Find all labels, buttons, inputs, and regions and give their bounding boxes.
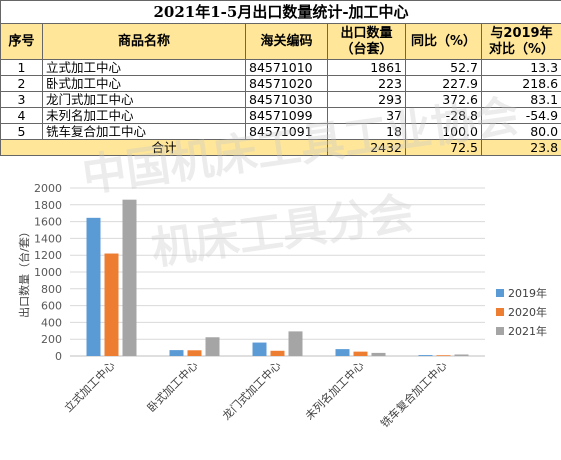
table-row: 2 卧式加工中心 84571020 223 227.9 218.6: [1, 76, 561, 92]
x-tick-label: 铣车复合加工中心: [377, 358, 449, 430]
row-yoy: 100.0: [406, 124, 482, 140]
legend-swatch: [496, 289, 504, 297]
row-code: 84571020: [246, 76, 328, 92]
legend-swatch: [496, 308, 504, 316]
row-code: 84571099: [246, 108, 328, 124]
row-code: 84571010: [246, 60, 328, 76]
total-yoy: 72.5: [406, 140, 482, 156]
row-yoy: -28.8: [406, 108, 482, 124]
row-yoy: 372.6: [406, 92, 482, 108]
legend-label: 2020年: [508, 305, 547, 319]
header-no: 序号: [1, 24, 43, 60]
y-axis-label: 出口数量（台/套）: [17, 226, 31, 318]
row-no: 1: [1, 60, 43, 76]
x-tick-label: 未列名加工中心: [302, 358, 366, 422]
x-tick-label: 立式加工中心: [61, 358, 118, 415]
row-name: 龙门式加工中心: [43, 92, 246, 108]
legend-label: 2019年: [508, 286, 547, 300]
y-tick-label: 800: [41, 283, 62, 296]
y-tick-label: 400: [41, 316, 62, 329]
row-code: 84571030: [246, 92, 328, 108]
row-qty: 1861: [328, 60, 406, 76]
bar: [354, 352, 368, 356]
bar: [253, 343, 267, 356]
bar: [206, 337, 220, 356]
bar: [336, 349, 350, 356]
y-tick-label: 0: [55, 350, 62, 363]
bar: [289, 331, 303, 356]
header-code: 海关编码: [246, 24, 328, 60]
total-vs2019: 23.8: [482, 140, 561, 156]
bar: [437, 355, 451, 356]
y-tick-label: 1400: [34, 232, 62, 245]
row-yoy: 52.7: [406, 60, 482, 76]
x-tick-label: 龙门式加工中心: [219, 358, 283, 422]
row-name: 立式加工中心: [43, 60, 246, 76]
table-row: 3 龙门式加工中心 84571030 293 372.6 83.1: [1, 92, 561, 108]
table-title: 2021年1-5月出口数量统计-加工中心: [1, 1, 561, 24]
bar: [419, 355, 433, 356]
row-name: 铣车复合加工中心: [43, 124, 246, 140]
total-row: 合计 2432 72.5 23.8: [1, 140, 561, 156]
row-no: 4: [1, 108, 43, 124]
chart-section: 0 200 400 600 800 1000 1200 1400 1600 1800 2000 出口数…: [0, 176, 561, 456]
header-qty: 出口数量（台套）: [328, 24, 406, 60]
row-yoy: 227.9: [406, 76, 482, 92]
legend-label: 2021年: [508, 324, 547, 338]
total-label: 合计: [1, 140, 328, 156]
header-vs2019: 与2019年对比（%）: [482, 24, 561, 60]
row-qty: 293: [328, 92, 406, 108]
bar: [271, 351, 285, 356]
row-no: 5: [1, 124, 43, 140]
row-code: 84571091: [246, 124, 328, 140]
stats-table: 2021年1-5月出口数量统计-加工中心 序号 商品名称 海关编码 出口数量（台…: [0, 0, 561, 156]
row-name: 卧式加工中心: [43, 76, 246, 92]
row-qty: 37: [328, 108, 406, 124]
bar: [87, 218, 101, 356]
row-vs2019: 83.1: [482, 92, 561, 108]
bar: [372, 353, 386, 356]
y-tick-label: 1800: [34, 199, 62, 212]
row-name: 未列名加工中心: [43, 108, 246, 124]
y-tick-label: 1000: [34, 266, 62, 279]
x-tick-label: 卧式加工中心: [145, 359, 201, 415]
y-tick-label: 200: [41, 333, 62, 346]
table-row: 4 未列名加工中心 84571099 37 -28.8 -54.9: [1, 108, 561, 124]
table-row: 1 立式加工中心 84571010 1861 52.7 13.3: [1, 60, 561, 76]
header-yoy: 同比（%）: [406, 24, 482, 60]
legend-swatch: [496, 327, 504, 335]
row-qty: 18: [328, 124, 406, 140]
table-header-row: 序号 商品名称 海关编码 出口数量（台套） 同比（%） 与2019年对比（%）: [1, 24, 561, 60]
row-vs2019: 80.0: [482, 124, 561, 140]
bar: [123, 200, 137, 356]
row-no: 3: [1, 92, 43, 108]
bar: [105, 254, 119, 356]
row-vs2019: 218.6: [482, 76, 561, 92]
y-tick-label: 1200: [34, 249, 62, 262]
total-qty: 2432: [328, 140, 406, 156]
bar: [170, 350, 184, 356]
y-tick-label: 600: [41, 300, 62, 313]
row-vs2019: -54.9: [482, 108, 561, 124]
stats-table-section: 2021年1-5月出口数量统计-加工中心 序号 商品名称 海关编码 出口数量（台…: [0, 0, 561, 176]
bar: [455, 354, 469, 356]
table-row: 5 铣车复合加工中心 84571091 18 100.0 80.0: [1, 124, 561, 140]
bar: [188, 350, 202, 356]
row-qty: 223: [328, 76, 406, 92]
row-no: 2: [1, 76, 43, 92]
header-name: 商品名称: [43, 24, 246, 60]
y-tick-label: 2000: [34, 182, 62, 195]
bar-chart: 0 200 400 600 800 1000 1200 1400 1600 1800 2000 出口数…: [0, 176, 561, 456]
row-vs2019: 13.3: [482, 60, 561, 76]
y-tick-label: 1600: [34, 216, 62, 229]
